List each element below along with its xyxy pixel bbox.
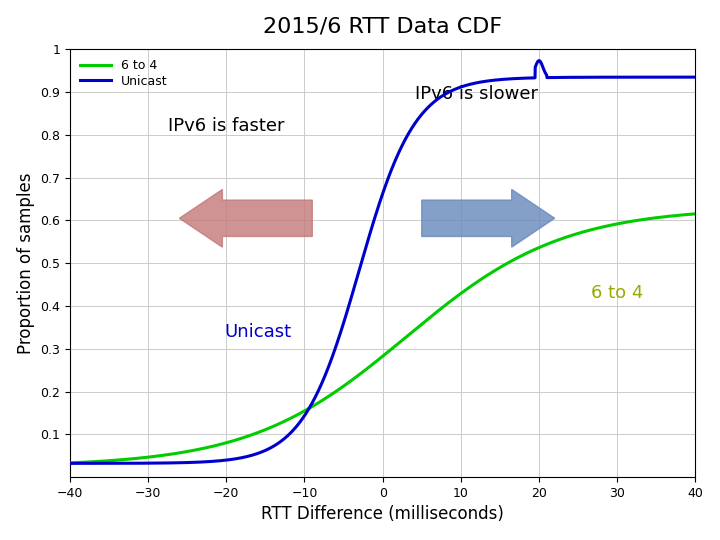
- Line: Unicast: Unicast: [70, 60, 696, 463]
- Unicast: [174, 460, 183, 466]
- Legend: 6 to 4, Unicast: 6 to 4, Unicast: [76, 56, 171, 92]
- 6 to 4: [691, 211, 700, 217]
- Text: Unicast: Unicast: [224, 322, 291, 341]
- 6 to 4: [679, 212, 688, 218]
- Unicast: [333, 340, 341, 347]
- Text: IPv6 is faster: IPv6 is faster: [168, 117, 284, 136]
- Unicast: [611, 74, 620, 80]
- 6 to 4: [305, 404, 314, 411]
- Unicast: [305, 404, 314, 410]
- X-axis label: RTT Difference (milliseconds): RTT Difference (milliseconds): [261, 505, 504, 523]
- Unicast: [691, 74, 700, 80]
- 6 to 4: [174, 450, 183, 456]
- 6 to 4: [333, 388, 341, 394]
- 6 to 4: [137, 455, 145, 461]
- Text: 6 to 4: 6 to 4: [591, 284, 644, 302]
- 6 to 4: [66, 460, 74, 466]
- Unicast: [535, 57, 544, 64]
- FancyArrow shape: [179, 190, 312, 247]
- Text: IPv6 is slower: IPv6 is slower: [415, 85, 538, 103]
- 6 to 4: [611, 221, 620, 227]
- Unicast: [137, 460, 145, 467]
- Unicast: [66, 460, 74, 467]
- FancyArrow shape: [422, 190, 554, 247]
- Y-axis label: Proportion of samples: Proportion of samples: [17, 172, 35, 354]
- Title: 2015/6 RTT Data CDF: 2015/6 RTT Data CDF: [263, 17, 503, 37]
- Unicast: [679, 74, 688, 80]
- Line: 6 to 4: 6 to 4: [70, 214, 696, 463]
